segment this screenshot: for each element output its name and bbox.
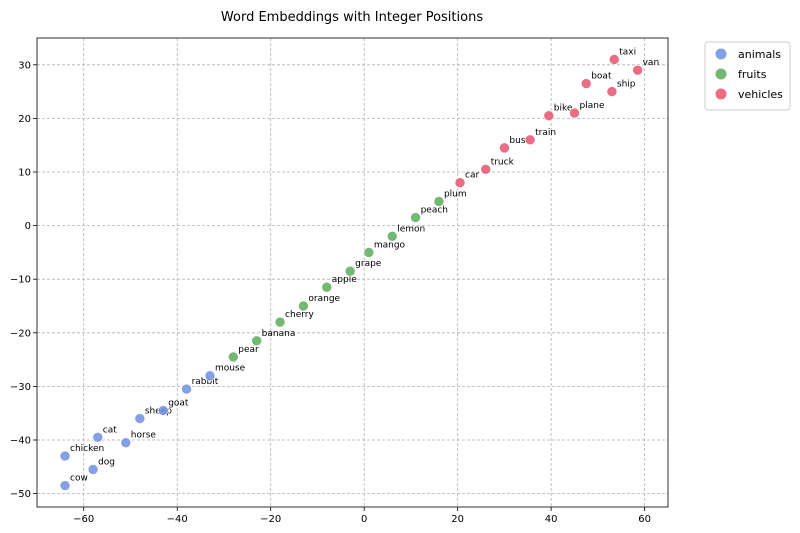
x-tick-label: 0 [361,514,367,525]
point-mouse [204,370,216,381]
point-label-bike: bike [554,104,573,114]
y-tick-label: −40 [10,436,31,447]
y-tick-label: 30 [18,60,31,71]
point-car [454,177,466,189]
y-tick-label: −20 [10,328,31,339]
point-goat [157,405,169,416]
y-tick-label: −10 [10,275,31,286]
point-label-chicken: chicken [70,444,104,454]
point-truck [480,164,492,175]
grid-lines [37,38,668,507]
axis-ticks: −60 −40 −20 0 20 40 60 −50 −40 −30 −20 −10 0 10 20 30 [10,60,651,525]
point-label-goat: goat [168,399,189,409]
legend-marker-animals [715,48,727,60]
point-peach [410,212,421,223]
y-tick-label: 20 [18,114,31,125]
point-label-banana: banana [262,329,296,339]
point-label-cat: cat [103,425,117,435]
point-label-bus: bus [509,136,525,146]
point-bike [543,110,555,122]
data-points: cowdogchickenhorsecatsheepgoatrabbitmous… [59,47,660,491]
point-label-truck: truck [491,157,515,167]
point-horse [120,437,132,448]
point-cow [59,480,71,491]
point-label-lemon: lemon [397,224,425,234]
y-tick-label: −30 [10,382,31,393]
point-ship [606,86,618,97]
x-tick-label: 40 [545,514,558,525]
point-label-cherry: cherry [285,310,314,320]
point-label-taxi: taxi [619,47,636,57]
point-label-car: car [465,171,479,181]
plot-area-frame [36,37,669,508]
point-label-plum: plum [444,189,467,199]
point-lemon [386,231,398,242]
point-dog [87,464,99,475]
point-taxi [608,54,620,65]
point-sheep [134,413,146,424]
point-label-cow: cow [70,474,88,484]
point-label-boat: boat [591,72,612,82]
point-plum [433,196,445,207]
legend-label-vehicles: vehicles [738,88,783,101]
point-label-peach: peach [421,206,448,216]
point-plane [569,107,580,119]
legend-label-fruits: fruits [738,68,767,81]
point-orange [298,300,309,312]
point-label-rabbit: rabbit [192,377,219,387]
point-boat [580,78,592,89]
point-train [524,134,536,146]
legend-marker-fruits [715,68,727,80]
point-chicken [59,450,71,462]
point-label-mango: mango [374,240,406,250]
legend: animals fruits vehicles [704,41,791,111]
x-tick-label: 20 [451,514,464,525]
x-tick-label: −40 [167,514,188,525]
x-tick-label: 60 [638,514,651,525]
point-label-mouse: mouse [215,364,246,374]
point-pear [228,351,239,363]
point-rabbit [181,383,192,395]
point-label-grape: grape [355,259,382,269]
y-tick-label: 10 [18,168,31,179]
point-label-ship: ship [617,80,636,90]
point-grape [344,265,356,277]
point-bus [499,142,510,154]
point-label-van: van [643,58,660,68]
point-label-dog: dog [98,457,115,467]
point-banana [251,335,262,347]
series-animals: cowdogchickenhorsecatsheepgoatrabbitmous… [59,364,246,491]
legend-marker-vehicles [715,88,727,100]
point-label-plane: plane [580,101,605,111]
point-mango [363,247,375,258]
point-cherry [274,316,286,328]
point-label-apple: apple [332,275,357,285]
x-tick-label: −60 [73,514,94,525]
y-tick-label: −50 [10,489,31,500]
point-apple [321,281,333,293]
point-cat [92,432,104,443]
point-label-horse: horse [131,431,157,441]
legend-label-animals: animals [738,48,781,61]
point-label-train: train [535,128,556,138]
point-van [632,64,643,76]
point-label-orange: orange [308,294,340,304]
x-tick-label: −20 [260,514,281,525]
point-label-pear: pear [238,345,259,355]
chart-title: Word Embeddings with Integer Positions [221,10,483,25]
y-tick-label: 0 [25,221,31,232]
